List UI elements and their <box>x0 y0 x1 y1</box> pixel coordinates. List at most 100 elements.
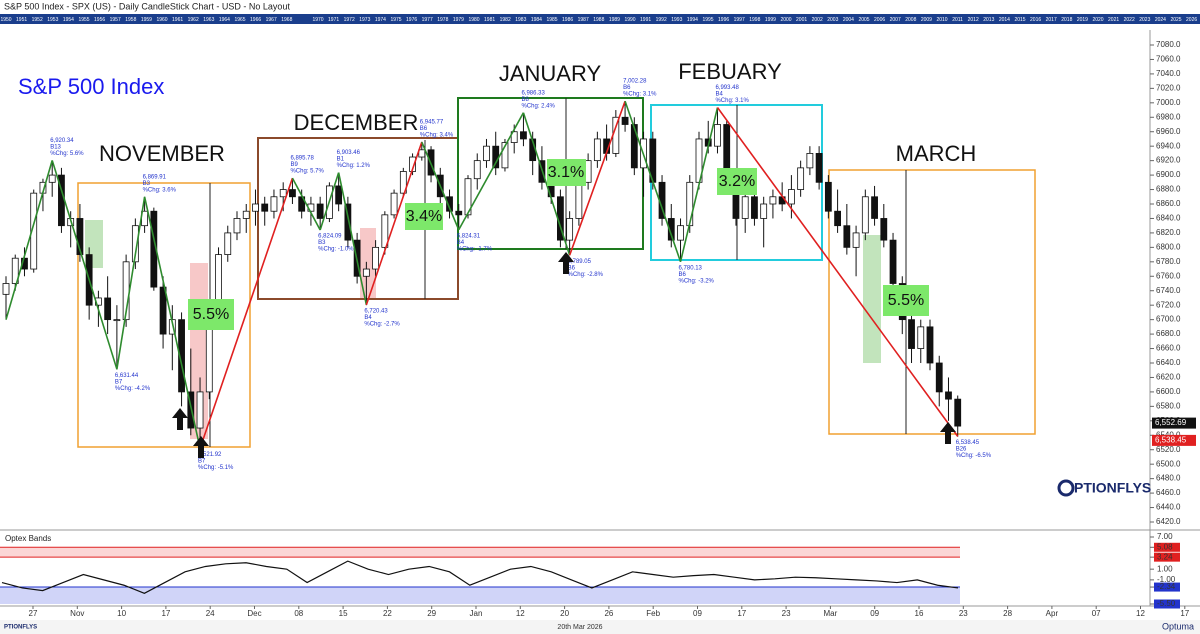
x-tick-label: Jan <box>470 609 483 618</box>
swing-price: 6,895.78 <box>290 156 314 162</box>
swing-price: 6,538.45 <box>956 440 980 446</box>
x-tick-label: Dec <box>247 609 261 618</box>
year-label: 1988 <box>593 17 604 23</box>
x-tick-label: 09 <box>870 609 879 618</box>
year-label: 2010 <box>936 17 947 23</box>
month-label: MARCH <box>896 141 977 166</box>
swing-bars: B7 <box>198 458 206 464</box>
x-tick-label: Mar <box>824 609 838 618</box>
swing-bars: B1 <box>337 157 345 163</box>
swing-line <box>199 177 294 449</box>
y-tick-label: 6540.0 <box>1156 430 1181 439</box>
candle-body <box>492 145 500 169</box>
candle-body <box>473 160 481 180</box>
swing-change: %Chg: -2.8% <box>568 272 604 278</box>
candle-body <box>270 196 278 212</box>
swing-bars: B26 <box>956 446 967 452</box>
year-label: 1973 <box>359 17 370 23</box>
x-tick-label: 28 <box>1003 609 1012 618</box>
candle-body <box>2 283 10 295</box>
footer <box>0 620 1200 634</box>
month-label: FEBUARY <box>678 59 782 84</box>
year-label: 2021 <box>1108 17 1119 23</box>
price-tag-label: 6,538.45 <box>1155 436 1187 445</box>
x-tick-label: 27 <box>29 609 38 618</box>
year-label: 1966 <box>250 17 261 23</box>
tick-tag <box>1154 542 1180 552</box>
y-tick-label: 7.00 <box>1157 532 1173 541</box>
candle-body <box>815 153 823 183</box>
swing-line <box>716 107 959 437</box>
upper-band-fill <box>0 547 960 558</box>
year-label: 1998 <box>749 17 760 23</box>
swing-line <box>679 107 719 262</box>
month-label: JANUARY <box>499 61 602 86</box>
x-tick-label: Feb <box>646 609 660 618</box>
price-tag <box>1152 434 1196 446</box>
y-tick-label: 6680.0 <box>1156 329 1181 338</box>
swing-bars: B7 <box>115 379 123 385</box>
year-label: 1956 <box>94 17 105 23</box>
year-label: 2003 <box>827 17 838 23</box>
highlight <box>360 228 376 298</box>
y-tick-label: 6660.0 <box>1156 344 1181 353</box>
y-tick-label: 6860.0 <box>1156 199 1181 208</box>
year-label: 1972 <box>344 17 355 23</box>
y-tick-label: 7040.0 <box>1156 69 1181 78</box>
candle-body <box>760 203 768 219</box>
candle-body <box>261 203 269 212</box>
swing-change: %Chg: 3.6% <box>143 187 177 193</box>
candle-body <box>908 319 915 349</box>
candle-body <box>316 203 324 219</box>
swing-bars: B6 <box>623 85 631 91</box>
swing-price: 6,720.43 <box>364 308 388 314</box>
y-tick-label: 7000.0 <box>1156 98 1181 107</box>
x-tick-label: 12 <box>516 609 525 618</box>
year-label: 1985 <box>546 17 557 23</box>
candle-body <box>520 131 527 140</box>
year-label: 2005 <box>858 17 869 23</box>
y-tick-label: 6640.0 <box>1156 358 1181 367</box>
x-tick-label: 22 <box>383 609 392 618</box>
candle-body <box>501 142 509 169</box>
year-label: 1987 <box>578 17 589 23</box>
candle-body <box>252 203 259 212</box>
year-label: 1981 <box>484 17 495 23</box>
year-label: 2015 <box>1014 17 1025 23</box>
year-label: 1950 <box>0 17 11 23</box>
candle-body <box>455 210 463 216</box>
candle-body <box>593 138 601 162</box>
candle-body <box>399 171 407 194</box>
pct-box <box>188 299 234 330</box>
swing-line <box>522 112 571 256</box>
candle-body <box>889 239 897 284</box>
y-tick-label: -5.50 <box>1157 599 1176 608</box>
swing-bars: B3 <box>318 240 326 246</box>
candle-body <box>806 153 814 169</box>
pct-label: 3.2% <box>719 173 755 190</box>
candle-body <box>926 326 934 364</box>
swing-price: 6,824.31 <box>457 233 481 239</box>
candle-body <box>630 124 638 169</box>
pct-box <box>717 168 757 195</box>
candle-body <box>824 181 832 212</box>
arrows <box>172 252 956 458</box>
year-label: 1982 <box>500 17 511 23</box>
swing-bars: B4 <box>364 315 372 321</box>
swing-bars: B6 <box>568 265 576 271</box>
x-tick-label: Nov <box>70 609 84 618</box>
swing-change: %Chg: -2.7% <box>364 321 400 327</box>
year-label: 1995 <box>702 17 713 23</box>
year-label: 1971 <box>328 17 339 23</box>
swing-price: 6,869.91 <box>143 174 167 180</box>
candle-body <box>279 189 287 198</box>
swing-change: %Chg: 3.1% <box>715 98 749 104</box>
year-label: 2024 <box>1155 17 1166 23</box>
x-tick-label: 08 <box>294 609 303 618</box>
y-tick-label: 6480.0 <box>1156 474 1181 483</box>
x-tick-label: 17 <box>737 609 746 618</box>
year-label: 1952 <box>32 17 43 23</box>
year-label: 1970 <box>312 17 323 23</box>
x-tick-label: 23 <box>782 609 791 618</box>
y-tick-label: 6780.0 <box>1156 257 1181 266</box>
